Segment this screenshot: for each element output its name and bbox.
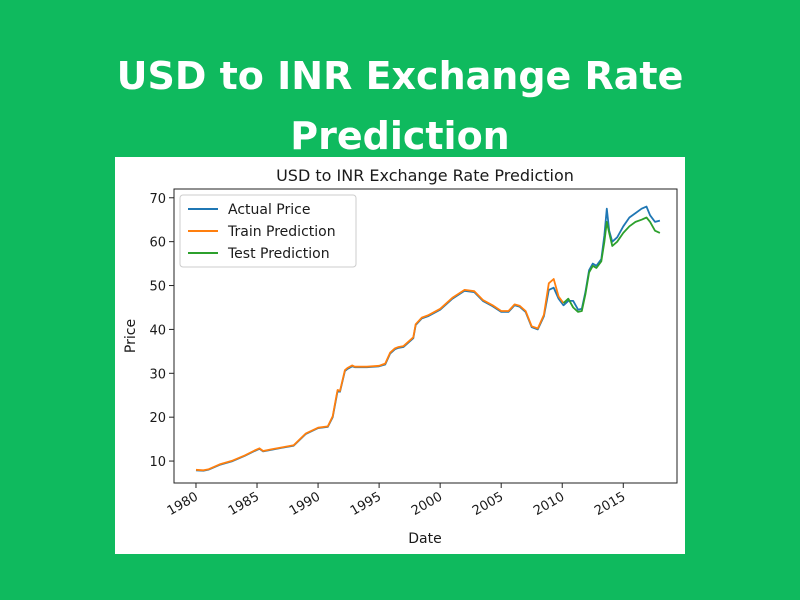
series-line-3 bbox=[562, 216, 661, 313]
banner-title: USD to INR Exchange Rate Prediction bbox=[0, 46, 800, 166]
y-tick-label: 50 bbox=[149, 280, 166, 295]
x-axis-label: Date bbox=[408, 531, 441, 547]
legend-box bbox=[179, 194, 357, 268]
x-tick-label: 2010 bbox=[531, 489, 567, 519]
chart-legend: Actual Price Train Prediction Test Predict… bbox=[179, 194, 357, 268]
x-tick-label: 2000 bbox=[409, 489, 445, 519]
x-tick-label: 2015 bbox=[592, 489, 628, 519]
banner-title-line-2: Prediction bbox=[290, 114, 510, 158]
y-tick-label: 20 bbox=[149, 411, 166, 426]
y-tick-label: 10 bbox=[149, 455, 166, 470]
chart-figure: USD to INR Exchange Rate Prediction 10 20… bbox=[115, 157, 685, 554]
x-axis: 1980 1985 1990 1995 2000 2005 2010 2015 bbox=[165, 483, 628, 519]
y-axis: 10 20 30 40 50 60 70 bbox=[149, 192, 174, 470]
x-tick-label: 1995 bbox=[348, 489, 384, 519]
line-chart: USD to INR Exchange Rate Prediction 10 20… bbox=[123, 166, 678, 547]
y-tick-label: 70 bbox=[149, 192, 166, 207]
y-axis-label: Price bbox=[123, 319, 139, 353]
chart-title: USD to INR Exchange Rate Prediction bbox=[276, 166, 574, 185]
y-tick-label: 30 bbox=[149, 367, 166, 382]
x-tick-label: 1990 bbox=[287, 489, 323, 519]
banner-title-line-1: USD to INR Exchange Rate bbox=[116, 54, 684, 98]
y-tick-label: 60 bbox=[149, 236, 166, 251]
legend-label-1: Actual Price bbox=[228, 202, 310, 218]
x-tick-label: 1985 bbox=[226, 489, 262, 519]
plot-frame bbox=[173, 188, 678, 484]
plot-lines bbox=[195, 205, 661, 472]
legend-label-3: Test Prediction bbox=[227, 246, 330, 262]
series-line-2 bbox=[195, 278, 565, 472]
x-tick-label: 1980 bbox=[165, 489, 201, 519]
x-tick-label: 2005 bbox=[470, 489, 506, 519]
y-tick-label: 40 bbox=[149, 323, 166, 338]
legend-label-2: Train Prediction bbox=[227, 224, 336, 240]
